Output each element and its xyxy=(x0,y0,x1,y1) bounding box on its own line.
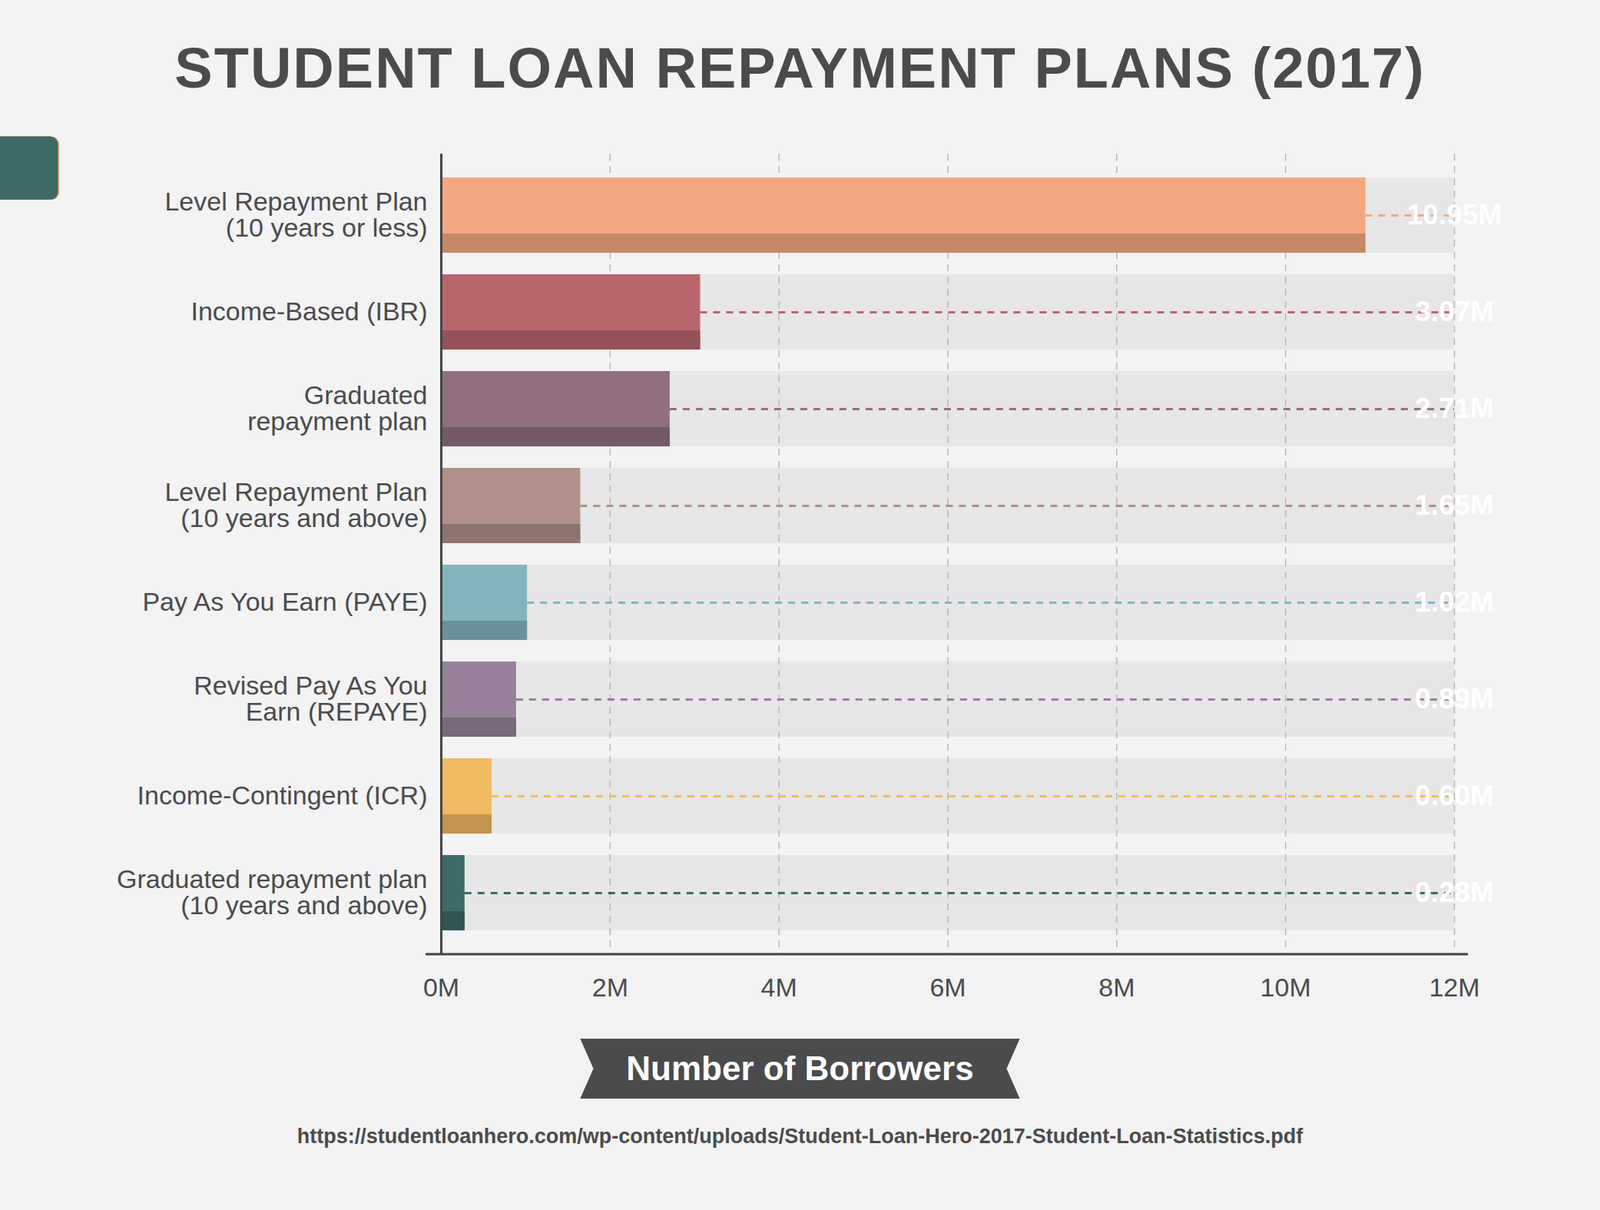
svg-text:Graduated repayment plan(10 ye: Graduated repayment plan(10 years and ab… xyxy=(116,864,428,920)
svg-text:4M: 4M xyxy=(761,972,798,1002)
svg-text:6M: 6M xyxy=(929,972,966,1002)
svg-text:Level Repayment Plan(10 years: Level Repayment Plan(10 years and above) xyxy=(164,477,428,533)
svg-text:2.71M: 2.71M xyxy=(1414,392,1494,425)
svg-text:0.28M: 0.28M xyxy=(1414,876,1494,908)
svg-text:Revised Pay As YouEarn (REPAYE: Revised Pay As YouEarn (REPAYE) xyxy=(193,670,428,726)
svg-text:12M: 12M xyxy=(1428,972,1480,1002)
html-text:Number of Borrowers: Number of Borrowers xyxy=(626,1049,974,1087)
svg-text:10.95M: 10.95M xyxy=(1407,198,1502,231)
svg-text:Income-Based (IBR): Income-Based (IBR) xyxy=(191,296,428,326)
svg-text:0M: 0M xyxy=(423,972,460,1002)
html-text:STUDENT LOAN REPAYMENT PLANS (: STUDENT LOAN REPAYMENT PLANS (2017) xyxy=(174,36,1426,100)
svg-text:3.07M: 3.07M xyxy=(1414,295,1494,328)
svg-text:0.60M: 0.60M xyxy=(1414,779,1494,812)
svg-text:Graduatedrepayment plan: Graduatedrepayment plan xyxy=(247,380,428,436)
svg-text:10M: 10M xyxy=(1260,972,1312,1002)
svg-text:8M: 8M xyxy=(1098,972,1135,1002)
html-text:https://studentloanhero.com/wp: https://studentloanhero.com/wp-content/u… xyxy=(297,1124,1303,1148)
svg-text:1.65M: 1.65M xyxy=(1414,489,1494,521)
svg-text:Income-Contingent (ICR): Income-Contingent (ICR) xyxy=(137,780,428,810)
svg-text:1.02M: 1.02M xyxy=(1414,586,1494,618)
svg-text:Pay As You Earn (PAYE): Pay As You Earn (PAYE) xyxy=(142,586,428,617)
svg-text:Level Repayment Plan(10 years: Level Repayment Plan(10 years or less) xyxy=(164,186,428,242)
svg-text:2M: 2M xyxy=(592,972,629,1002)
svg-text:0.89M: 0.89M xyxy=(1414,682,1494,715)
